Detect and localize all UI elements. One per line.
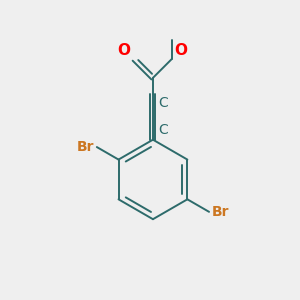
- Text: O: O: [174, 43, 187, 58]
- Text: C: C: [158, 97, 168, 110]
- Text: C: C: [158, 123, 168, 137]
- Text: Br: Br: [212, 205, 229, 219]
- Text: Br: Br: [77, 140, 94, 154]
- Text: O: O: [118, 43, 131, 58]
